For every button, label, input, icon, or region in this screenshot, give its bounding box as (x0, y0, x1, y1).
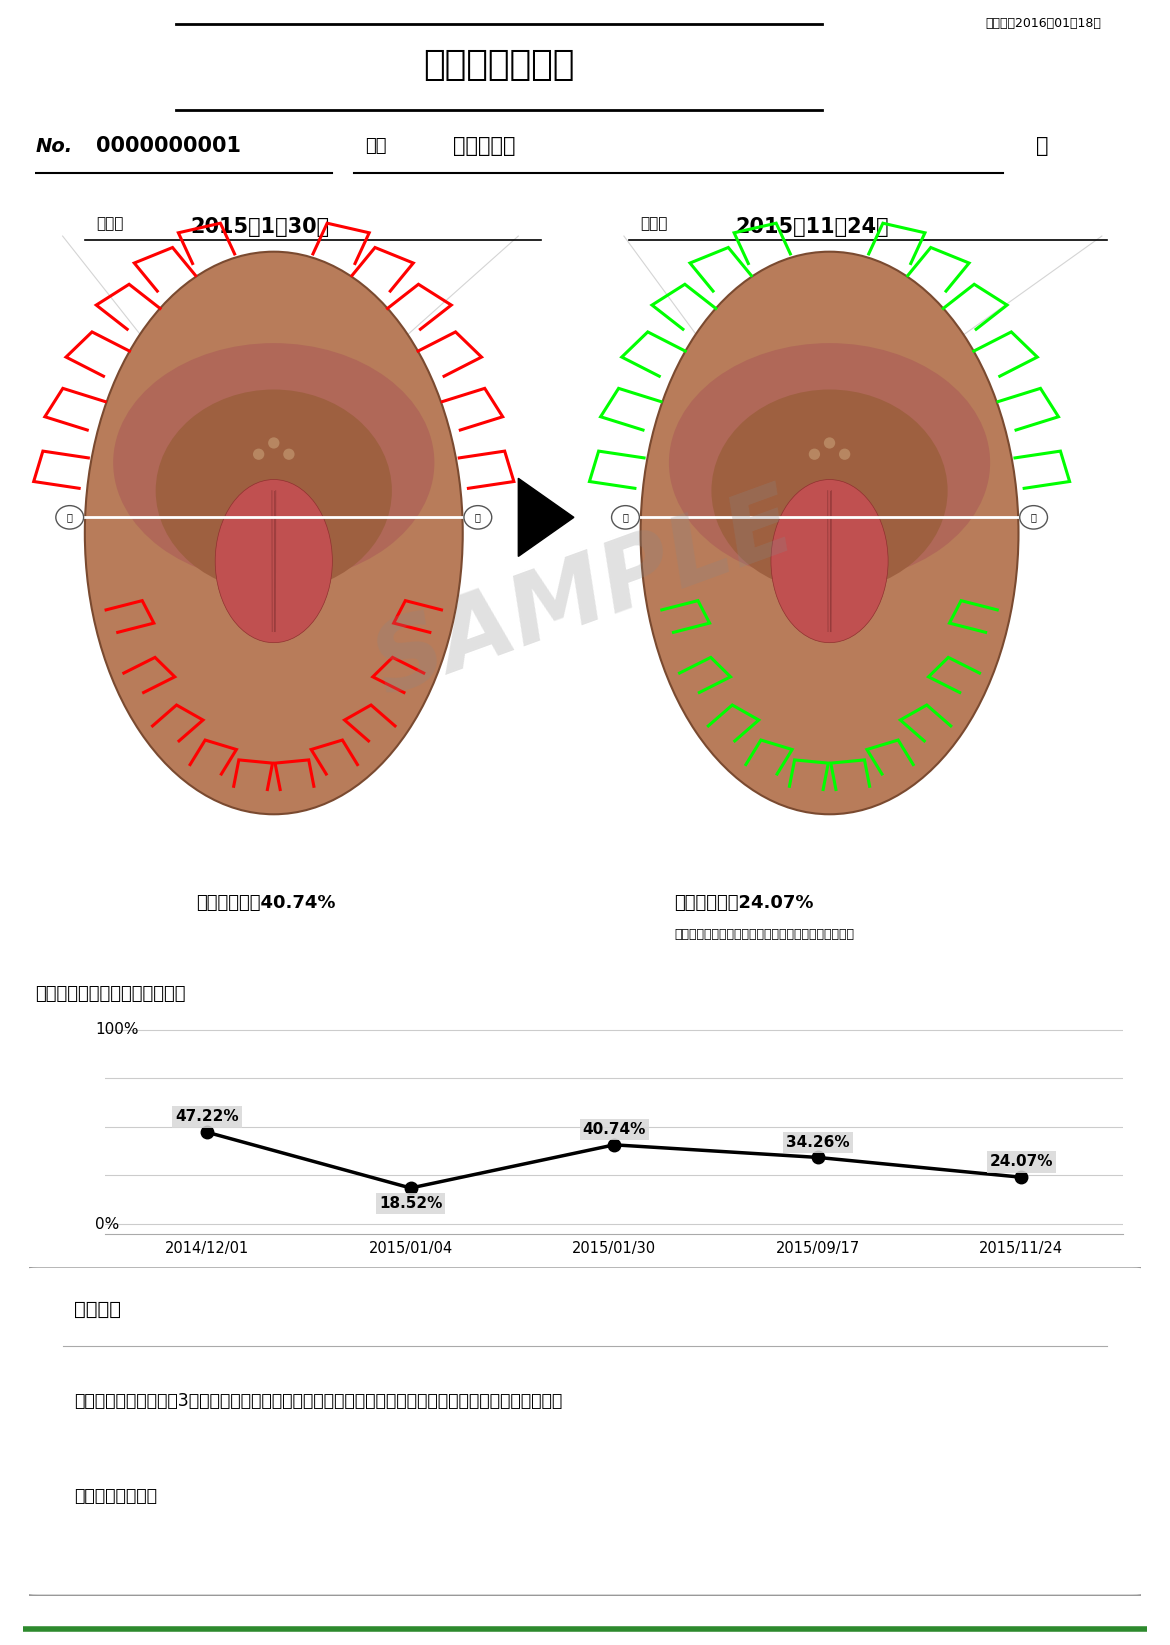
Text: 汚れの割合：40.74%: 汚れの割合：40.74% (195, 893, 336, 911)
Ellipse shape (268, 438, 280, 449)
Ellipse shape (771, 480, 888, 643)
Text: 34.26%: 34.26% (786, 1135, 849, 1150)
Ellipse shape (215, 480, 332, 643)
Text: 右: 右 (475, 512, 481, 523)
Text: 18.52%: 18.52% (379, 1196, 442, 1211)
Text: プラークの付着（汚れ）の推移: プラークの付着（汚れ）の推移 (35, 985, 186, 1002)
Text: 氏名: 氏名 (365, 137, 386, 155)
Text: 鈴木　花子: 鈴木 花子 (453, 137, 516, 156)
Text: 47.22%: 47.22% (176, 1109, 239, 1125)
Ellipse shape (84, 252, 463, 814)
Ellipse shape (56, 505, 83, 530)
Text: コメント: コメント (74, 1300, 121, 1319)
Text: 印刷日：2016年01月18日: 印刷日：2016年01月18日 (986, 16, 1102, 30)
Ellipse shape (711, 390, 948, 592)
Text: 歯の汚れの比較: 歯の汚れの比較 (424, 48, 574, 82)
Text: 0%: 0% (95, 1217, 119, 1232)
Text: 磨いてください。: 磨いてください。 (74, 1487, 157, 1505)
Ellipse shape (839, 449, 851, 461)
Ellipse shape (669, 344, 990, 582)
Ellipse shape (283, 449, 295, 461)
Ellipse shape (612, 505, 639, 530)
Text: 24.07%: 24.07% (990, 1155, 1053, 1170)
Polygon shape (518, 479, 573, 556)
Text: 右: 右 (1031, 512, 1037, 523)
Text: ブラッシングは毎食後3分以内に行い、１本の歯を表３面、裏３面に分けて力を入れずに細かく動かし、: ブラッシングは毎食後3分以内に行い、１本の歯を表３面、裏３面に分けて力を入れずに… (74, 1392, 562, 1410)
Text: 様: 様 (1035, 137, 1048, 156)
Ellipse shape (640, 252, 1018, 814)
Text: 左: 左 (622, 512, 628, 523)
Text: 汚れの割合：24.07%: 汚れの割合：24.07% (674, 893, 813, 911)
Text: 2015年11月24日: 2015年11月24日 (735, 217, 889, 237)
Text: 100%: 100% (95, 1022, 138, 1036)
Text: 2015年1月30日: 2015年1月30日 (191, 217, 330, 237)
Ellipse shape (156, 390, 392, 592)
Text: 検査日: 検査日 (96, 217, 123, 232)
Text: 0000000001: 0000000001 (96, 137, 241, 156)
FancyBboxPatch shape (19, 181, 1151, 979)
Ellipse shape (1020, 505, 1047, 530)
Text: 40.74%: 40.74% (583, 1122, 646, 1137)
Text: 検査日: 検査日 (641, 217, 668, 232)
Ellipse shape (808, 449, 820, 461)
Text: No.: No. (35, 137, 73, 156)
Ellipse shape (113, 344, 434, 582)
FancyBboxPatch shape (16, 1267, 1154, 1596)
Ellipse shape (464, 505, 491, 530)
Text: SAMPLE: SAMPLE (362, 477, 808, 714)
Ellipse shape (253, 449, 264, 461)
Text: 左: 左 (67, 512, 73, 523)
Text: 赤：プラーク付着箇所　緑：前回も付着していた箇所: 赤：プラーク付着箇所 緑：前回も付着していた箇所 (674, 928, 854, 941)
Ellipse shape (824, 438, 835, 449)
